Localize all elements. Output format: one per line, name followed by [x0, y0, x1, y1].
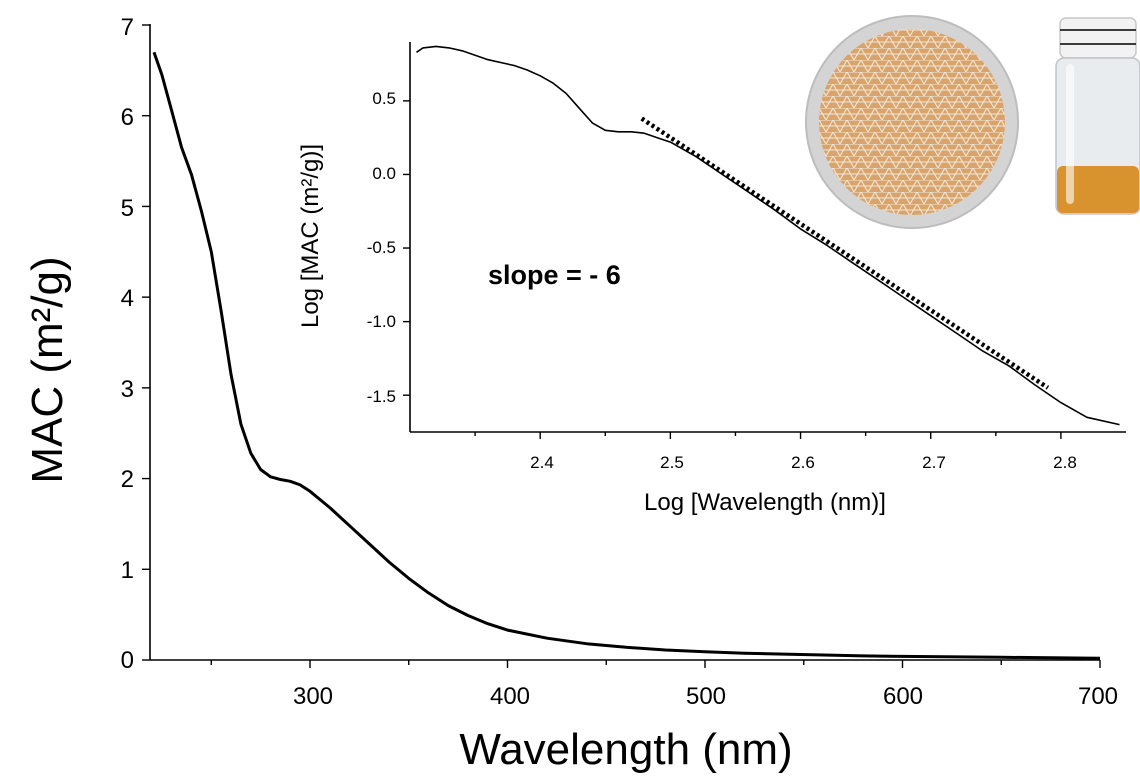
- vial-liquid: [1057, 166, 1139, 213]
- inset-y-tick-labels: 0.5 0.0 -0.5 -1.0 -1.5: [367, 89, 396, 406]
- main-series-line: [152, 51, 1101, 660]
- vial-cap: [1059, 17, 1137, 59]
- inset-x-tick-label: 2.4: [530, 453, 554, 472]
- inset-x-tick-labels: 2.4 2.5 2.6 2.7 2.8: [530, 453, 1077, 472]
- slope-annotation: slope = - 6: [488, 260, 621, 290]
- main-y-tick-label: 2: [121, 466, 134, 493]
- main-x-tick-labels: 300 400 500 600 700: [293, 683, 1118, 710]
- inset-series-line: [416, 45, 1120, 426]
- main-y-tick-labels: 0 1 2 3 4 5 6 7: [121, 14, 134, 674]
- inset-y-axis-label: Log [MAC (m²/g)]: [297, 144, 324, 328]
- inset-x-tick-label: 2.8: [1053, 453, 1077, 472]
- main-x-tick-label: 400: [490, 683, 530, 710]
- filter-mesh: [819, 29, 1005, 215]
- main-x-tick-label: 600: [883, 683, 923, 710]
- main-x-tick-label: 500: [686, 683, 726, 710]
- main-y-tick-label: 5: [121, 195, 134, 222]
- inset-y-tick-label: 0.0: [372, 164, 396, 183]
- inset-x-tick-label: 2.5: [660, 453, 684, 472]
- inset-x-axis-label: Log [Wavelength (nm)]: [644, 489, 886, 516]
- inset-y-tick-label: -1.5: [367, 387, 396, 406]
- inset-ticks: [403, 100, 1062, 439]
- inset-x-tick-label: 2.7: [922, 453, 946, 472]
- filter-photo: [805, 15, 1019, 229]
- inset-chart: 0.5 0.0 -0.5 -1.0 -1.5 2.4 2.5 2.6 2.7 2…: [297, 15, 1140, 516]
- main-ticks: [142, 24, 1101, 668]
- main-chart: 0 1 2 3 4 5 6 7 300 400 500 600 700 Wave…: [23, 14, 1118, 774]
- main-y-axis-label: MAC (m²/g): [23, 256, 72, 483]
- main-y-tick-label: 6: [121, 104, 134, 131]
- main-y-tick-label: 1: [121, 557, 134, 584]
- main-y-tick-label: 3: [121, 376, 134, 403]
- main-y-tick-label: 4: [121, 285, 134, 312]
- main-x-tick-label: 700: [1078, 683, 1118, 710]
- inset-y-tick-label: 0.5: [372, 89, 396, 108]
- inset-y-tick-label: -0.5: [367, 238, 396, 257]
- inset-x-tick-label: 2.6: [791, 453, 815, 472]
- vial-reflection: [1066, 64, 1074, 204]
- main-x-tick-label: 300: [293, 683, 333, 710]
- main-y-tick-label: 0: [121, 647, 134, 674]
- vial-photo: [1055, 17, 1140, 215]
- main-y-tick-label: 7: [121, 14, 134, 41]
- inset-y-tick-label: -1.0: [367, 312, 396, 331]
- main-x-axis-label: Wavelength (nm): [459, 725, 792, 774]
